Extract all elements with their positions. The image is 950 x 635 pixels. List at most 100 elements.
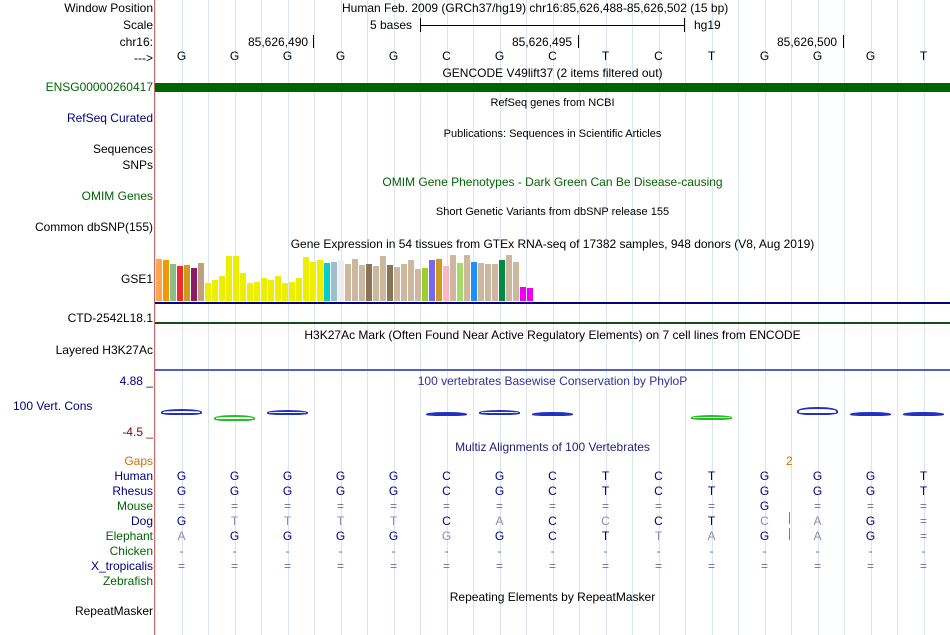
- gtex-bar[interactable]: [471, 262, 478, 301]
- gtex-bar[interactable]: [506, 255, 513, 301]
- position-1: 85,626,490: [248, 35, 309, 49]
- gencode-gene-bar[interactable]: [155, 83, 950, 92]
- gtex-bar[interactable]: [394, 267, 401, 301]
- gtex-bar[interactable]: [212, 280, 219, 301]
- gtex-bar[interactable]: [282, 283, 289, 301]
- position-3: 85,626,500: [777, 35, 838, 49]
- gtex-bar[interactable]: [436, 259, 443, 301]
- gtex-bar[interactable]: [457, 263, 464, 301]
- gtex-bar[interactable]: [163, 260, 170, 301]
- gtex-bar[interactable]: [226, 256, 233, 301]
- gtex-bar[interactable]: [380, 256, 387, 301]
- gtex-bar[interactable]: [275, 276, 282, 301]
- gtex-bar[interactable]: [401, 264, 408, 301]
- species-label[interactable]: Mouse: [116, 499, 153, 513]
- gtex-bar[interactable]: [289, 282, 296, 301]
- alignment-base: -: [444, 544, 449, 558]
- gtex-bar[interactable]: [527, 288, 534, 301]
- gtex-bar[interactable]: [331, 262, 338, 301]
- species-label[interactable]: Zebrafish: [102, 574, 153, 588]
- gtex-bar[interactable]: [359, 265, 366, 301]
- gtex-bar[interactable]: [345, 264, 352, 301]
- gtex-bar[interactable]: [198, 263, 205, 301]
- gtex-bar[interactable]: [317, 260, 324, 301]
- alignment-base: -: [550, 544, 555, 558]
- gtex-bar[interactable]: [310, 262, 317, 301]
- alignment-base: =: [177, 559, 185, 573]
- alignment-base: T: [919, 484, 928, 498]
- alignment-base: C: [548, 514, 557, 528]
- alignment-base: T: [601, 529, 610, 543]
- species-label[interactable]: Chicken: [109, 544, 153, 558]
- gtex-bar[interactable]: [247, 283, 254, 301]
- gridline: [606, 0, 607, 635]
- gtex-bar[interactable]: [191, 268, 198, 301]
- gtex-bar[interactable]: [184, 265, 191, 301]
- alignment-base: A: [813, 529, 822, 543]
- h3k27ac-label[interactable]: Layered H3K27Ac: [55, 343, 153, 357]
- gtex-bar[interactable]: [324, 263, 331, 301]
- dbsnp-label[interactable]: Common dbSNP(155): [34, 220, 153, 234]
- snps-label[interactable]: SNPs: [122, 158, 153, 172]
- gtex-bar[interactable]: [233, 256, 240, 301]
- gtex-bar[interactable]: [219, 276, 226, 301]
- repeatmasker-label[interactable]: RepeatMasker: [74, 604, 153, 618]
- omim-label[interactable]: OMIM Genes: [81, 189, 153, 203]
- gtex-bar[interactable]: [464, 255, 471, 301]
- gtex-bar[interactable]: [429, 260, 436, 301]
- gtex-bar[interactable]: [443, 266, 450, 301]
- gtex-bar[interactable]: [338, 260, 345, 301]
- alignment-base: C: [760, 514, 769, 528]
- phylop-glyph: [267, 410, 308, 415]
- gtex-bar[interactable]: [205, 283, 212, 301]
- species-label[interactable]: X_tropicalis: [90, 559, 153, 573]
- gtex-bar[interactable]: [415, 269, 422, 301]
- gtex-bar[interactable]: [520, 287, 527, 301]
- gtex-bar[interactable]: [373, 266, 380, 301]
- gtex-bar[interactable]: [387, 265, 394, 301]
- gtex-bar[interactable]: [408, 260, 415, 301]
- species-label[interactable]: Human: [114, 469, 153, 483]
- species-label[interactable]: Elephant: [105, 529, 153, 543]
- gtex-gene-label[interactable]: GSE1: [120, 272, 153, 286]
- gtex-bar[interactable]: [513, 262, 520, 301]
- gtex-bar[interactable]: [177, 266, 184, 301]
- gtex-bar[interactable]: [478, 263, 485, 301]
- ctd-gene-line[interactable]: [155, 322, 950, 324]
- alignment-base: =: [283, 559, 291, 573]
- gtex-bar[interactable]: [303, 257, 310, 301]
- gtex-bar[interactable]: [170, 264, 177, 301]
- gtex-bar[interactable]: [261, 278, 268, 301]
- sequence-base: T: [707, 49, 716, 63]
- alignment-base: -: [868, 544, 873, 558]
- gtex-bar-chart[interactable]: [155, 253, 950, 301]
- ctd-label[interactable]: CTD-2542L18.1: [67, 311, 153, 325]
- gtex-bar[interactable]: [450, 255, 457, 301]
- gtex-bar[interactable]: [485, 264, 492, 301]
- chrom-label: chr16:: [119, 35, 153, 49]
- alignment-base: G: [229, 529, 240, 543]
- gtex-bar[interactable]: [240, 273, 247, 301]
- gencode-gene-label[interactable]: ENSG00000260417: [45, 80, 153, 94]
- alignment-base: T: [919, 469, 928, 483]
- gtex-bar[interactable]: [254, 282, 261, 301]
- phylop-chart[interactable]: [155, 388, 950, 438]
- gtex-bar[interactable]: [268, 280, 275, 301]
- gtex-bar[interactable]: [366, 264, 373, 301]
- gtex-bar[interactable]: [422, 268, 429, 301]
- species-label[interactable]: Rhesus: [112, 484, 153, 498]
- gtex-bar[interactable]: [156, 259, 163, 301]
- phylop-label[interactable]: 100 Vert. Cons: [13, 399, 93, 413]
- alignment-base: G: [865, 514, 876, 528]
- gtex-bar[interactable]: [492, 264, 499, 301]
- gridline: [473, 0, 474, 635]
- gridline: [791, 0, 792, 635]
- refseq-label[interactable]: RefSeq Curated: [66, 111, 153, 125]
- species-label[interactable]: Dog: [130, 514, 153, 528]
- gtex-bar[interactable]: [352, 259, 359, 301]
- gtex-bar[interactable]: [296, 278, 303, 301]
- gtex-bar[interactable]: [499, 260, 506, 301]
- sequence-base: G: [229, 49, 240, 63]
- alignment-base: G: [812, 484, 823, 498]
- publications-label[interactable]: Sequences: [92, 142, 153, 156]
